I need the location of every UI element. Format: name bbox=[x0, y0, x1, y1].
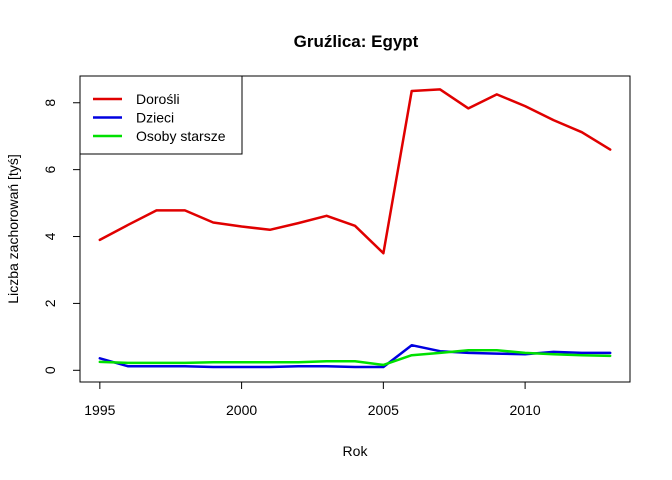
y-tick-label: 4 bbox=[42, 232, 58, 240]
legend-label: Dzieci bbox=[136, 110, 174, 126]
chart-title: Gruźlica: Egypt bbox=[294, 32, 419, 51]
x-tick-label: 2010 bbox=[510, 402, 541, 418]
y-axis-label: Liczba zachorowań [tyś] bbox=[5, 154, 21, 303]
legend-box bbox=[79, 75, 243, 155]
x-axis-label: Rok bbox=[343, 443, 369, 459]
y-tick-label: 8 bbox=[42, 99, 58, 107]
series-layer bbox=[98, 88, 612, 369]
series-line-2 bbox=[98, 343, 612, 369]
y-tick-label: 0 bbox=[42, 366, 58, 374]
legend-label: Osoby starsze bbox=[136, 128, 226, 144]
legend: Dorośli Dzieci Osoby starsze bbox=[79, 75, 243, 155]
y-axis: 0 2 4 6 8 bbox=[42, 99, 81, 374]
y-tick-label: 6 bbox=[42, 166, 58, 174]
series-line-3 bbox=[98, 348, 612, 367]
x-tick-label: 2000 bbox=[226, 402, 257, 418]
x-axis: 1995 2000 2005 2010 bbox=[84, 381, 541, 418]
series-line-1 bbox=[98, 88, 612, 255]
x-tick-label: 1995 bbox=[84, 402, 115, 418]
legend-label: Dorośli bbox=[136, 91, 180, 107]
x-tick-label: 2005 bbox=[368, 402, 399, 418]
y-tick-label: 2 bbox=[42, 299, 58, 307]
